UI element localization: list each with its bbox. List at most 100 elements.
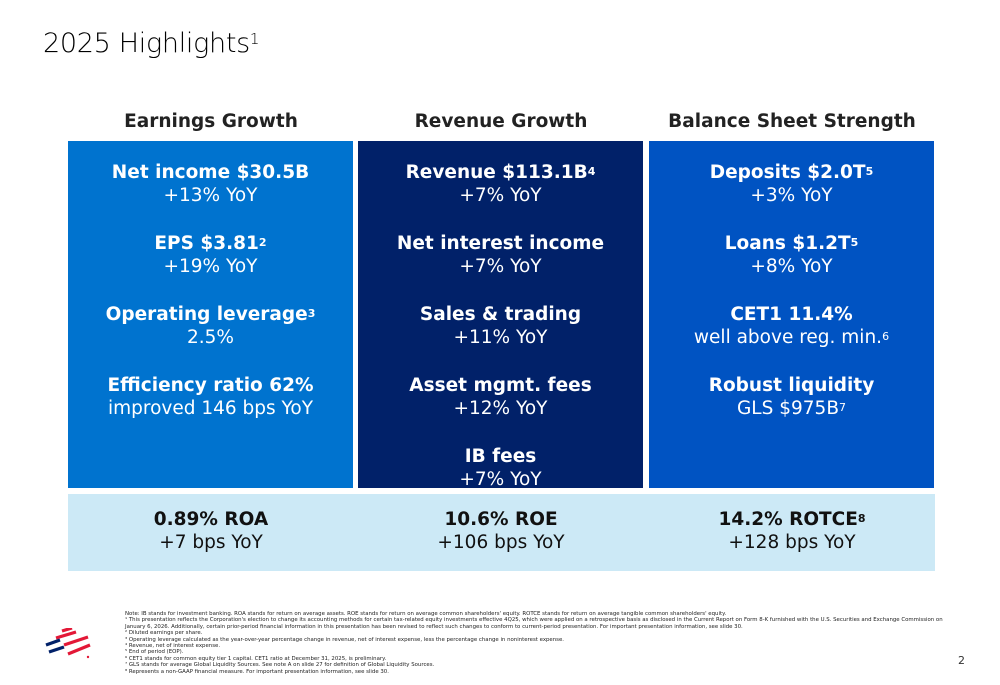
metric-value: +7% YoY — [358, 468, 643, 492]
metric-value-text: +11% YoY — [453, 327, 548, 348]
metric-label: Efficiency ratio 62% — [68, 374, 353, 397]
footnote: ⁴ Revenue, net of interest expense. — [125, 643, 221, 650]
footnote: ⁸ Represents a non-GAAP financial measur… — [125, 668, 389, 675]
page-title: 2025 Highlights1 — [43, 28, 259, 59]
returns-band: 0.89% ROA +7 bps YoY 10.6% ROE +106 bps Y… — [68, 494, 935, 571]
flag-logo-icon — [45, 628, 91, 659]
return-value: +106 bps YoY — [437, 532, 565, 553]
metric-value: +19% YoY — [68, 255, 353, 279]
footnote-ref: 2 — [258, 236, 267, 249]
metric-label: Asset mgmt. fees — [358, 374, 643, 397]
return-value: +128 bps YoY — [728, 532, 856, 553]
metric: EPS $3.812 +19% YoY — [68, 232, 353, 283]
metric-value-text: +12% YoY — [453, 398, 548, 419]
metric: Efficiency ratio 62% improved 146 bps Yo… — [68, 374, 353, 425]
metric-label: Sales & trading — [358, 303, 643, 326]
metric-label-text: IB fees — [464, 446, 537, 467]
column-revenue-growth: Revenue $113.1B4 +7% YoY Net interest inc… — [358, 141, 643, 490]
metric-label-text: CET1 11.4% — [730, 304, 853, 325]
metric: Deposits $2.0T5 +3% YoY — [649, 161, 934, 212]
footnote: ⁵ End of period (EOP). — [125, 649, 184, 656]
metric-value: +7% YoY — [358, 184, 643, 208]
metric-value-text: +7% YoY — [459, 469, 542, 490]
footnote-ref: 5 — [865, 165, 874, 178]
metric: Net income $30.5B +13% YoY — [68, 161, 353, 212]
return-label-text: 10.6% ROE — [444, 509, 558, 530]
metric-value: +3% YoY — [649, 184, 934, 208]
return-metric: 14.2% ROTCE8 +128 bps YoY — [649, 508, 935, 555]
return-label: 10.6% ROE — [358, 508, 644, 531]
title-footnote: 1 — [249, 30, 260, 48]
metric-label: CET1 11.4% — [649, 303, 934, 326]
metric-label: Net income $30.5B — [68, 161, 353, 184]
metric-label: Revenue $113.1B4 — [358, 161, 643, 184]
metric-label-text: Net interest income — [396, 233, 605, 254]
return-label-text: 14.2% ROTCE — [718, 509, 858, 530]
metric-label: Net interest income — [358, 232, 643, 255]
metric: Asset mgmt. fees +12% YoY — [358, 374, 643, 425]
metric: Robust liquidity GLS $975B7 — [649, 374, 934, 425]
return-label: 0.89% ROA — [68, 508, 354, 531]
metric-label-text: Robust liquidity — [708, 375, 875, 396]
metric-value-text: +3% YoY — [750, 185, 833, 206]
column-balance-sheet-strength: Deposits $2.0T5 +3% YoY Loans $1.2T5 +8% … — [649, 141, 934, 488]
footnote-ref: 6 — [882, 330, 890, 343]
metric-value: +8% YoY — [649, 255, 934, 279]
metric-label: Robust liquidity — [649, 374, 934, 397]
metric-label: IB fees — [358, 445, 643, 468]
metric: CET1 11.4% well above reg. min.6 — [649, 303, 934, 354]
metric: Net interest income +7% YoY — [358, 232, 643, 283]
metric: Loans $1.2T5 +8% YoY — [649, 232, 934, 283]
metric-value-text: 2.5% — [187, 327, 234, 348]
footnote: ² Diluted earnings per share. — [125, 630, 203, 637]
metric-value-text: +7% YoY — [459, 185, 542, 206]
footnote: ⁶ CET1 stands for common equity tier 1 c… — [125, 655, 387, 662]
metric: Sales & trading +11% YoY — [358, 303, 643, 354]
metric-value: GLS $975B7 — [649, 397, 934, 421]
metric: IB fees +7% YoY — [358, 445, 643, 496]
metric-label-text: Operating leverage — [105, 304, 308, 325]
column-header: Balance Sheet Strength — [668, 111, 916, 132]
metric-value: +12% YoY — [358, 397, 643, 421]
page-number: 2 — [958, 654, 965, 667]
footnote: Note: IB stands for investment banking. … — [125, 611, 727, 617]
metric-value-text: GLS $975B — [736, 398, 840, 419]
column-earnings-growth: Net income $30.5B +13% YoY EPS $3.812 +19… — [68, 141, 353, 488]
metric-value: 2.5% — [68, 326, 353, 350]
metric-label-text: Asset mgmt. fees — [409, 375, 592, 396]
metric-label-text: EPS $3.81 — [154, 233, 259, 254]
metric-value-text: +7% YoY — [459, 256, 542, 277]
metric-label: Loans $1.2T5 — [649, 232, 934, 255]
metric-label-text: Loans $1.2T — [724, 233, 851, 254]
footnote-ref: 3 — [307, 307, 316, 320]
metric-value-text: improved 146 bps YoY — [107, 398, 314, 419]
return-metric: 10.6% ROE +106 bps YoY — [358, 508, 644, 555]
metric: Revenue $113.1B4 +7% YoY — [358, 161, 643, 212]
title-text: 2025 Highlights — [43, 28, 250, 59]
footnotes: Note: IB stands for investment banking. … — [125, 611, 955, 675]
return-value: +7 bps YoY — [159, 532, 263, 553]
metric-value-text: well above reg. min. — [693, 327, 883, 348]
metric-label-text: Efficiency ratio 62% — [107, 375, 314, 396]
return-metric: 0.89% ROA +7 bps YoY — [68, 508, 354, 555]
metric-label: EPS $3.812 — [68, 232, 353, 255]
metric-value: well above reg. min.6 — [649, 326, 934, 350]
footnote-ref: 8 — [857, 512, 866, 525]
metric-label-text: Net income $30.5B — [111, 162, 310, 183]
metric-value: +11% YoY — [358, 326, 643, 350]
metric-value-text: +13% YoY — [163, 185, 258, 206]
footnote: ³ Operating leverage calculated as the y… — [125, 636, 564, 643]
metric-label: Deposits $2.0T5 — [649, 161, 934, 184]
metric-value: +13% YoY — [68, 184, 353, 208]
metric-label: Operating leverage3 — [68, 303, 353, 326]
column-header: Earnings Growth — [124, 111, 298, 132]
footnote-ref: 5 — [850, 236, 859, 249]
metric-label-text: Revenue $113.1B — [405, 162, 588, 183]
footnote-ref: 4 — [587, 165, 596, 178]
footnote-ref: 7 — [839, 401, 847, 414]
footnote: ⁷ GLS stands for average Global Liquidit… — [125, 662, 435, 669]
metric-value: +7% YoY — [358, 255, 643, 279]
metric: Operating leverage3 2.5% — [68, 303, 353, 354]
metric-label-text: Deposits $2.0T — [709, 162, 866, 183]
